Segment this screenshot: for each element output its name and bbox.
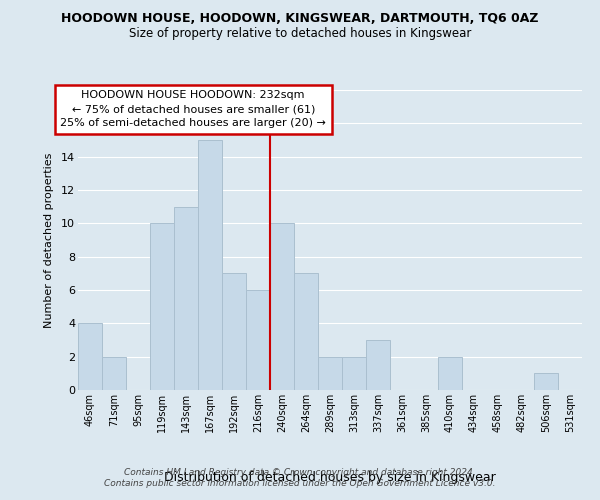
Bar <box>78 324 102 390</box>
Text: Size of property relative to detached houses in Kingswear: Size of property relative to detached ho… <box>129 28 471 40</box>
Bar <box>102 356 126 390</box>
Y-axis label: Number of detached properties: Number of detached properties <box>44 152 54 328</box>
Bar <box>198 140 222 390</box>
X-axis label: Distribution of detached houses by size in Kingswear: Distribution of detached houses by size … <box>164 471 496 484</box>
Bar <box>246 290 270 390</box>
Bar <box>318 356 342 390</box>
Text: HOODOWN HOUSE HOODOWN: 232sqm
← 75% of detached houses are smaller (61)
25% of s: HOODOWN HOUSE HOODOWN: 232sqm ← 75% of d… <box>60 90 326 128</box>
Bar <box>438 356 462 390</box>
Bar <box>150 224 174 390</box>
Bar <box>534 374 558 390</box>
Bar <box>366 340 390 390</box>
Bar <box>270 224 294 390</box>
Bar <box>174 206 198 390</box>
Text: HOODOWN HOUSE, HOODOWN, KINGSWEAR, DARTMOUTH, TQ6 0AZ: HOODOWN HOUSE, HOODOWN, KINGSWEAR, DARTM… <box>61 12 539 26</box>
Bar <box>222 274 246 390</box>
Bar <box>294 274 318 390</box>
Bar <box>342 356 366 390</box>
Text: Contains HM Land Registry data © Crown copyright and database right 2024.
Contai: Contains HM Land Registry data © Crown c… <box>104 468 496 487</box>
